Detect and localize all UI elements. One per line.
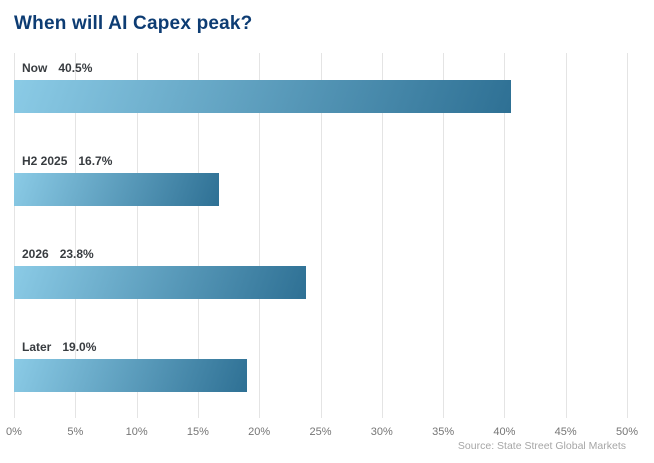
bar bbox=[14, 266, 306, 299]
gridline bbox=[197, 53, 199, 418]
bar-value-label: 16.7% bbox=[78, 154, 113, 168]
bar-category-label: Now bbox=[22, 61, 48, 75]
gridline bbox=[443, 53, 445, 418]
gridline bbox=[14, 53, 15, 418]
bar-value-label: 19.0% bbox=[62, 340, 97, 354]
gridline bbox=[75, 53, 77, 418]
x-tick-label: 30% bbox=[370, 426, 393, 438]
x-axis: 0% 5% 10% 15% 20% 25% 30% 35% 40% 45% 50% bbox=[6, 426, 638, 442]
x-tick-label: 25% bbox=[309, 426, 332, 438]
bar bbox=[14, 173, 219, 206]
chart-title: When will AI Capex peak? bbox=[14, 13, 253, 34]
bar-value-label: 40.5% bbox=[58, 61, 93, 75]
bar-category-label: Later bbox=[22, 340, 52, 354]
bar-label: 2026 23.8% bbox=[22, 247, 94, 262]
x-tick-label: 15% bbox=[186, 426, 209, 438]
bar-label: Later 19.0% bbox=[22, 340, 96, 355]
bar-label: H2 2025 16.7% bbox=[22, 154, 112, 169]
bar bbox=[14, 359, 247, 392]
bar-category-label: 2026 bbox=[22, 247, 49, 261]
plot-area: Now 40.5% H2 2025 16.7% 2026 23.8% Later 19.0% bbox=[14, 53, 628, 418]
x-tick-label: 10% bbox=[125, 426, 148, 438]
x-tick-label: 5% bbox=[67, 426, 84, 438]
gridline bbox=[136, 53, 138, 418]
x-tick-label: 35% bbox=[432, 426, 455, 438]
bar bbox=[14, 80, 511, 113]
source-note: Source: State Street Global Markets bbox=[457, 440, 626, 452]
bar-label: Now 40.5% bbox=[22, 61, 92, 76]
x-tick-label: 40% bbox=[493, 426, 516, 438]
gridline bbox=[504, 53, 506, 418]
gridline bbox=[259, 53, 261, 418]
bar-value-label: 23.8% bbox=[59, 247, 94, 261]
gridline bbox=[320, 53, 322, 418]
x-tick-label: 0% bbox=[6, 426, 22, 438]
gridline bbox=[381, 53, 383, 418]
bar-category-label: H2 2025 bbox=[22, 154, 68, 168]
x-tick-label: 20% bbox=[248, 426, 271, 438]
gridline bbox=[565, 53, 567, 418]
x-tick-label: 45% bbox=[554, 426, 577, 438]
gridline bbox=[627, 53, 628, 418]
x-tick-label: 50% bbox=[615, 426, 639, 438]
